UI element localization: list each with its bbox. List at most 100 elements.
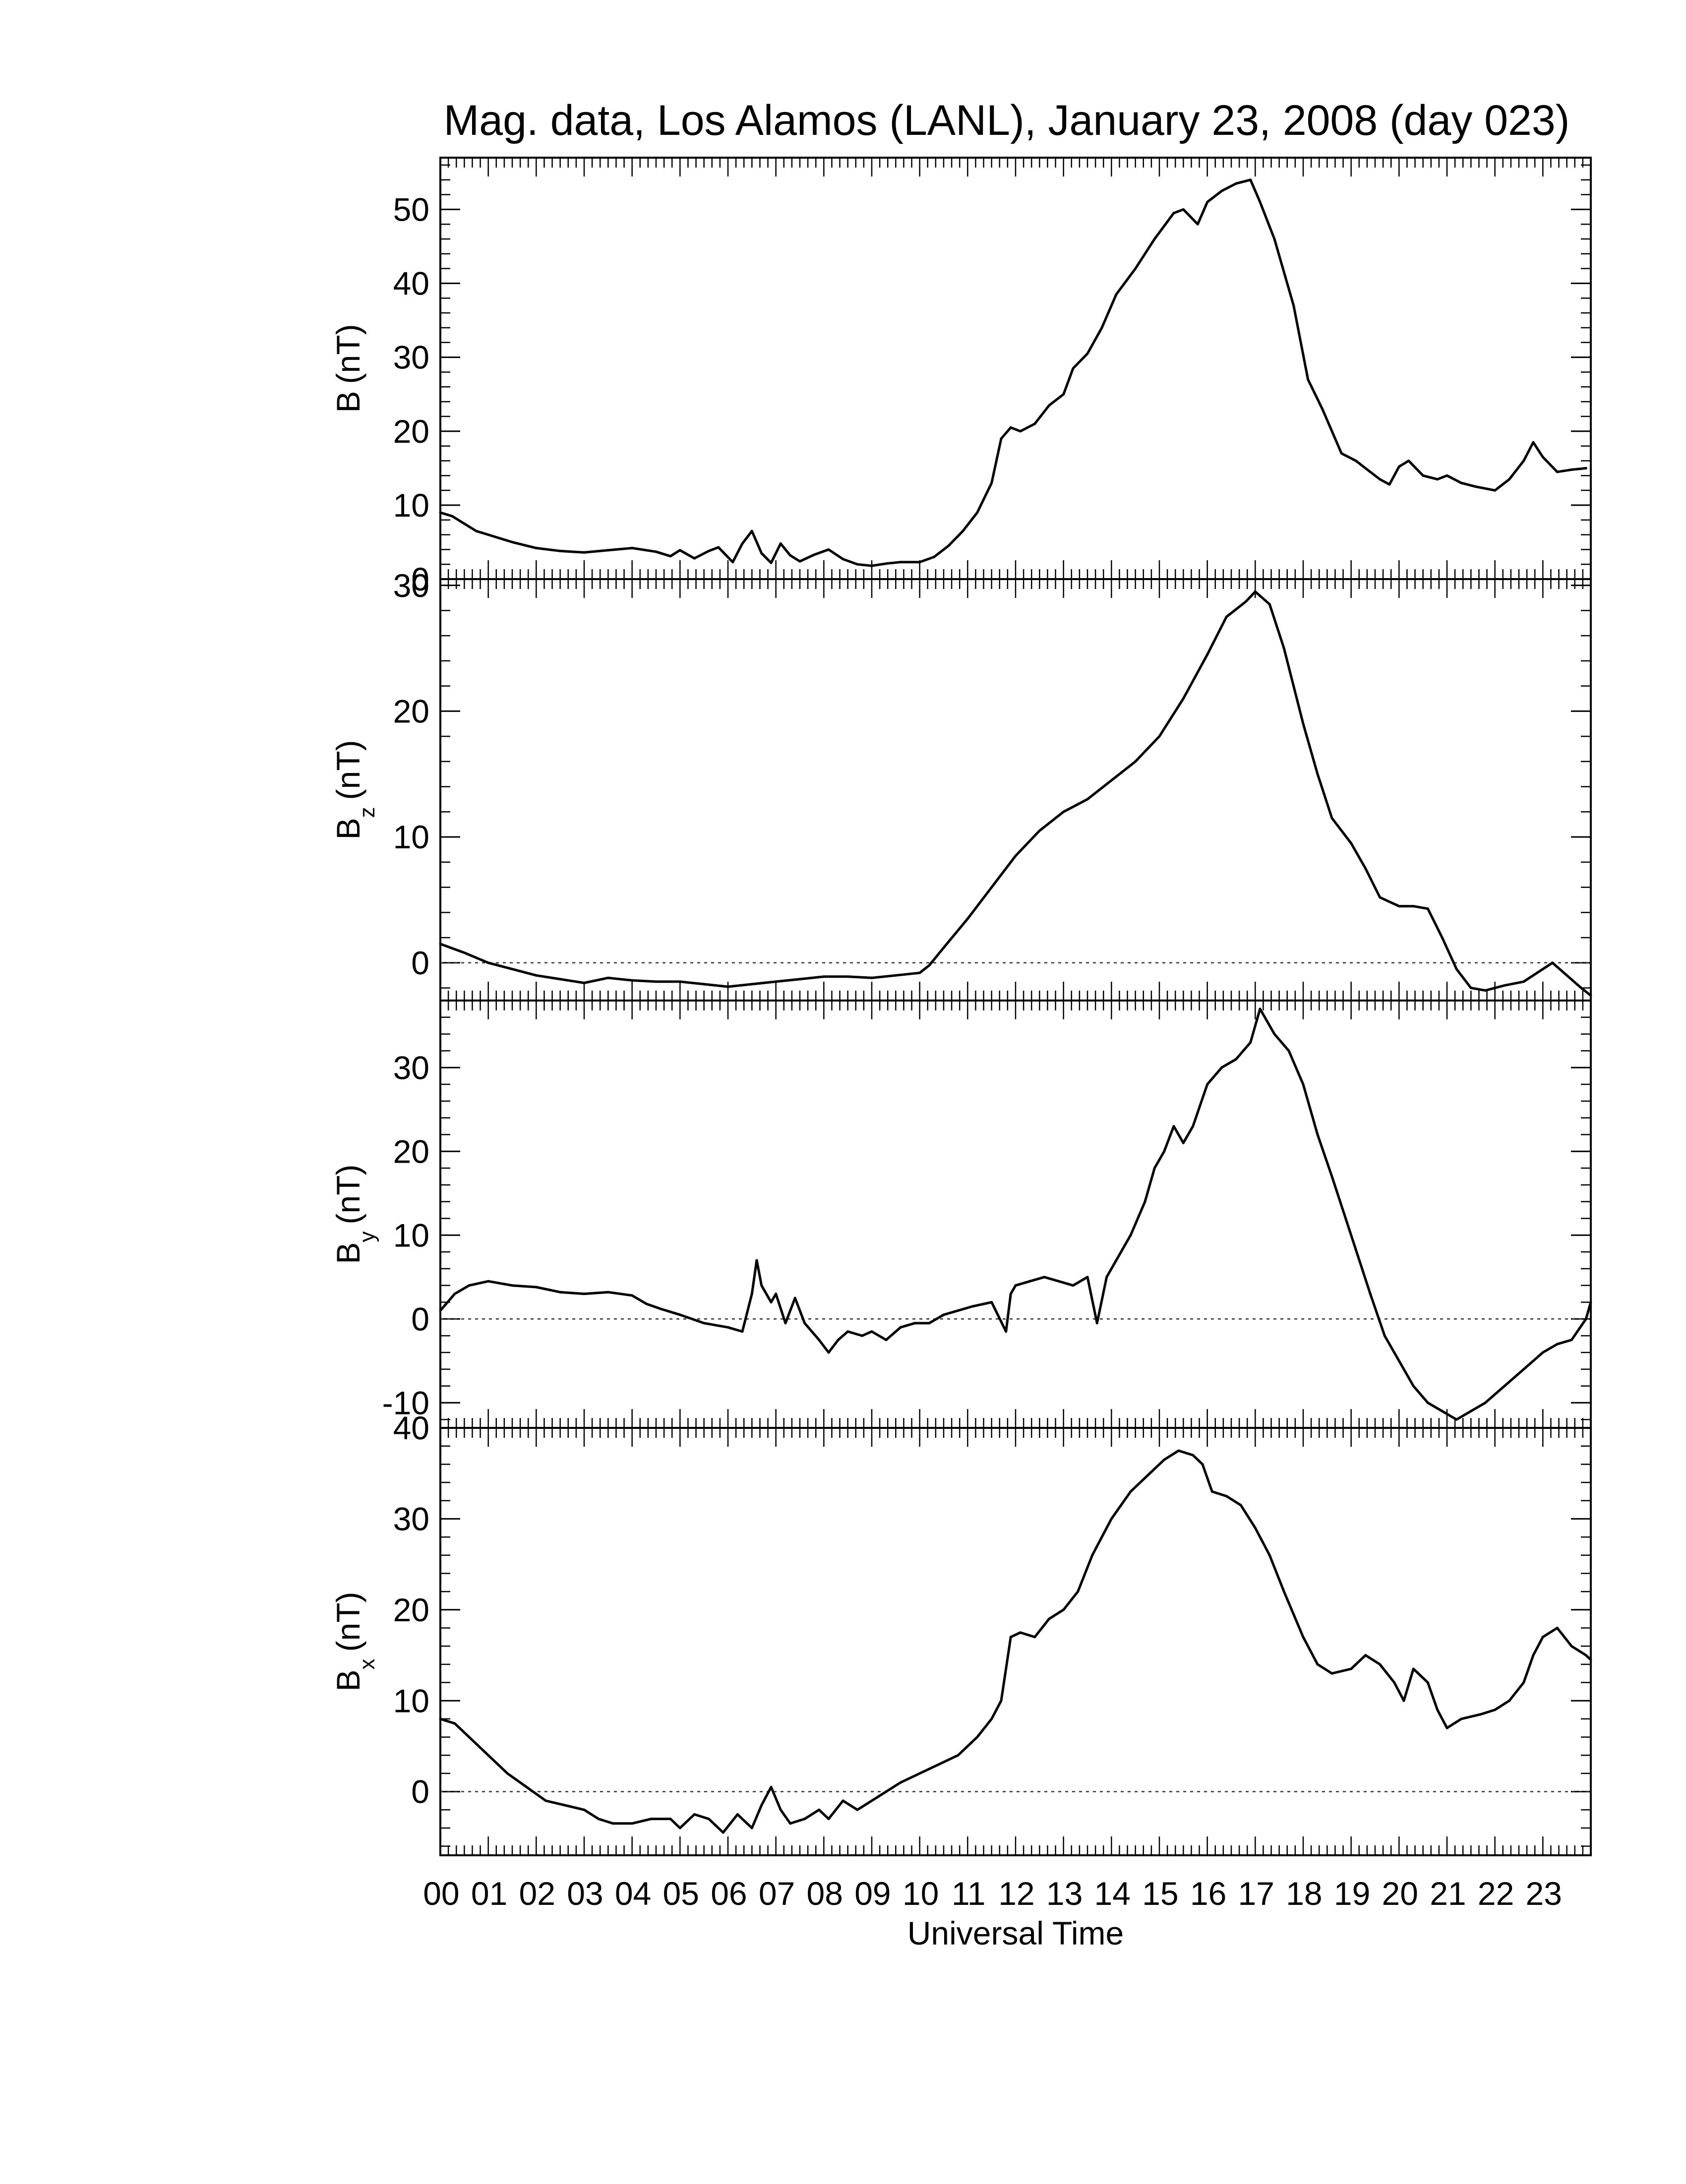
data-point	[827, 1351, 830, 1354]
data-point	[770, 1785, 773, 1788]
data-point	[1206, 1083, 1209, 1086]
data-point	[1316, 772, 1319, 775]
x-tick-label: 08	[807, 1875, 843, 1912]
x-tick-label: 04	[615, 1875, 651, 1912]
panel-frame	[439, 1427, 1592, 1856]
x-tick-label: 17	[1238, 1875, 1274, 1912]
y-axis-label-main: B	[330, 1669, 366, 1691]
data-point	[741, 1330, 744, 1333]
y-tick-label: 20	[393, 1133, 429, 1170]
data-point	[1393, 1681, 1396, 1684]
data-point	[962, 530, 964, 532]
x-tick-label: 22	[1478, 1875, 1514, 1912]
y-tick-label: 20	[393, 693, 429, 730]
y-axis-label-unit: (nT)	[330, 740, 366, 800]
data-point	[1105, 1276, 1108, 1279]
series-line	[440, 590, 1592, 997]
y-axis-label-unit: (nT)	[330, 1592, 366, 1652]
data-point	[1201, 1463, 1204, 1466]
data-point	[1589, 1658, 1592, 1661]
data-point	[1038, 829, 1041, 832]
data-point	[1302, 722, 1305, 725]
data-point	[1009, 426, 1012, 429]
y-axis-label-main: B	[330, 1242, 366, 1264]
data-point	[693, 557, 696, 560]
data-point	[1445, 474, 1448, 477]
series-line	[440, 178, 1586, 567]
data-point	[913, 1322, 916, 1325]
data-point	[678, 549, 681, 552]
data-point	[511, 968, 514, 971]
data-point	[487, 961, 490, 964]
data-point	[885, 562, 888, 565]
data-point	[1541, 456, 1544, 459]
data-point	[1225, 1495, 1228, 1498]
data-point	[1584, 1317, 1587, 1320]
y-axis-label-unit: (nT)	[330, 324, 366, 384]
data-point	[1369, 471, 1372, 473]
x-tick-label: 09	[854, 1875, 891, 1912]
data-point	[976, 511, 979, 514]
data-point	[899, 561, 902, 564]
data-point	[1369, 1293, 1372, 1296]
data-point	[453, 1293, 456, 1296]
y-axis-label: B (nT)	[330, 324, 366, 413]
panel-1: 0 10 20 30 40 50 B (nT)	[330, 157, 1592, 597]
data-point	[990, 481, 993, 484]
data-point	[779, 1808, 782, 1811]
x-tick-label: 20	[1382, 1875, 1418, 1912]
data-point	[1379, 1663, 1382, 1666]
data-point	[1163, 1150, 1166, 1153]
data-point	[703, 1322, 706, 1325]
x-tick-label: 11	[952, 1875, 986, 1912]
data-point	[990, 886, 993, 889]
data-point	[1225, 615, 1228, 618]
data-point	[856, 1808, 859, 1811]
data-point	[798, 978, 801, 981]
data-point	[1354, 459, 1357, 462]
data-point	[966, 917, 969, 920]
data-point	[1350, 1234, 1353, 1237]
data-point	[1153, 1167, 1156, 1170]
data-point	[971, 1305, 974, 1308]
data-point	[1220, 1066, 1223, 1069]
data-point	[1100, 326, 1103, 329]
data-point	[511, 1284, 514, 1287]
panels-group: 0 10 20 30 40 50 B (nT) 0 10 20 30 Bz (nT) -10 0 10 20 30 B…	[330, 157, 1592, 1856]
data-point	[1182, 208, 1185, 211]
data-point	[842, 558, 844, 561]
data-point	[1282, 1590, 1285, 1593]
data-point	[789, 554, 792, 557]
data-point	[1019, 1631, 1022, 1634]
x-axis-label: Universal Time	[907, 1915, 1124, 1951]
data-point	[775, 980, 778, 983]
data-point	[1445, 1726, 1448, 1729]
data-point	[535, 546, 538, 549]
data-point	[899, 1326, 902, 1329]
data-point	[1086, 352, 1089, 355]
data-point	[1028, 1280, 1031, 1283]
data-point	[583, 982, 586, 984]
data-point	[1330, 817, 1333, 820]
data-point	[1062, 393, 1065, 396]
data-point	[928, 964, 931, 967]
data-point	[468, 1736, 471, 1739]
y-tick-label: 20	[393, 413, 429, 450]
x-tick-label: 02	[519, 1875, 555, 1912]
data-point	[1177, 1449, 1180, 1452]
data-point	[1072, 367, 1075, 370]
data-point	[846, 975, 849, 978]
x-tick-label: 05	[663, 1875, 699, 1912]
data-point	[544, 1799, 547, 1802]
data-point	[1436, 1709, 1439, 1712]
data-point	[894, 974, 897, 977]
data-point	[1014, 1284, 1017, 1287]
data-point	[803, 1818, 806, 1821]
data-point	[1254, 590, 1257, 593]
data-point	[1206, 201, 1209, 203]
data-point	[1134, 267, 1137, 270]
data-point	[1268, 603, 1271, 606]
data-point	[439, 943, 442, 945]
y-tick-label: 30	[393, 567, 429, 604]
